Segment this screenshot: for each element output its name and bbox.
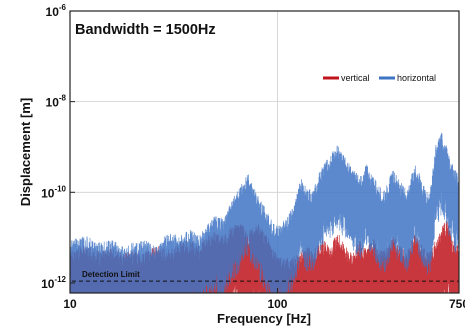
legend-label-horizontal: horizontal bbox=[397, 73, 436, 83]
legend: vertical horizontal bbox=[323, 73, 436, 83]
series-horizontal-trace bbox=[70, 132, 459, 293]
series-horizontal bbox=[70, 132, 459, 293]
x-tick-label-1: 100 bbox=[267, 297, 287, 311]
annotation-layer: Detection Limit bbox=[72, 270, 459, 282]
x-axis-label: Frequency [Hz] bbox=[217, 311, 311, 326]
chart-title: Bandwidth = 1500Hz bbox=[75, 22, 216, 38]
legend-label-vertical: vertical bbox=[341, 73, 370, 83]
y-tick-label-3: 10-12 bbox=[41, 275, 66, 291]
x-tick-label-2: 750 bbox=[449, 297, 465, 311]
x-tick-label-0: 10 bbox=[63, 297, 77, 311]
y-axis-label: Displacement [m] bbox=[18, 98, 33, 206]
y-tick-label-1: 10-8 bbox=[46, 94, 67, 110]
y-tick-label-2: 10-10 bbox=[41, 184, 66, 200]
plot-frame bbox=[69, 10, 460, 294]
series-layer bbox=[70, 132, 459, 293]
detection-limit-label: Detection Limit bbox=[82, 270, 140, 279]
y-tick-label-0: 10-6 bbox=[46, 3, 67, 19]
axis-ticks: 10 100 750 10-6 10-8 10-10 10-12 bbox=[41, 3, 465, 311]
